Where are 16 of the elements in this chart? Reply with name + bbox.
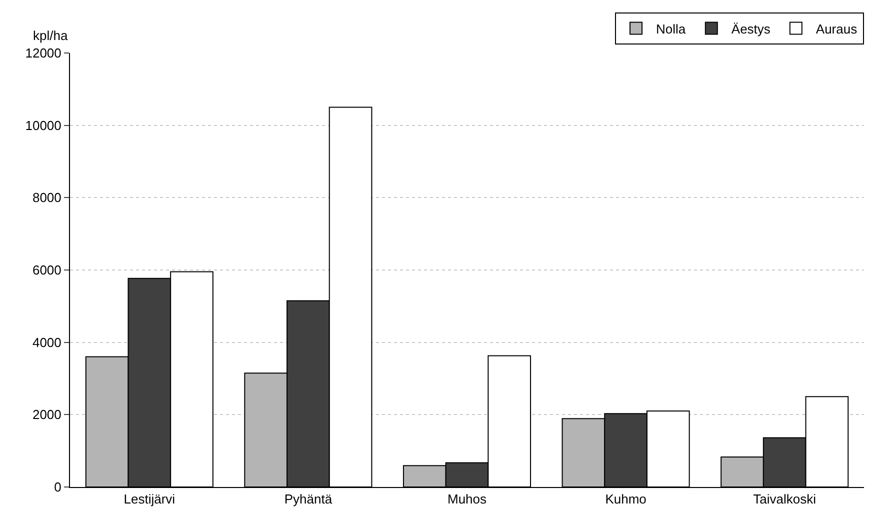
y-tick-label: 2000 xyxy=(32,407,62,422)
x-tick-label: Taivalkoski xyxy=(753,492,816,507)
legend-label: Äestys xyxy=(731,21,771,36)
y-tick-label: 0 xyxy=(54,480,62,495)
legend-label: Nolla xyxy=(656,21,686,36)
y-tick-label: 12000 xyxy=(25,46,62,61)
legend-label: Auraus xyxy=(816,21,858,36)
x-tick-label: Kuhmo xyxy=(605,492,646,507)
x-tick-label: Lestijärvi xyxy=(124,492,176,507)
y-tick-label: 6000 xyxy=(32,262,62,278)
y-tick-label: 8000 xyxy=(32,190,62,206)
x-tick-label: Pyhäntä xyxy=(284,492,333,507)
y-axis-title: kpl/ha xyxy=(33,28,68,43)
y-tick-label: 10000 xyxy=(25,118,62,133)
x-tick-label: Muhos xyxy=(447,492,488,507)
y-tick-label: 4000 xyxy=(32,334,62,350)
